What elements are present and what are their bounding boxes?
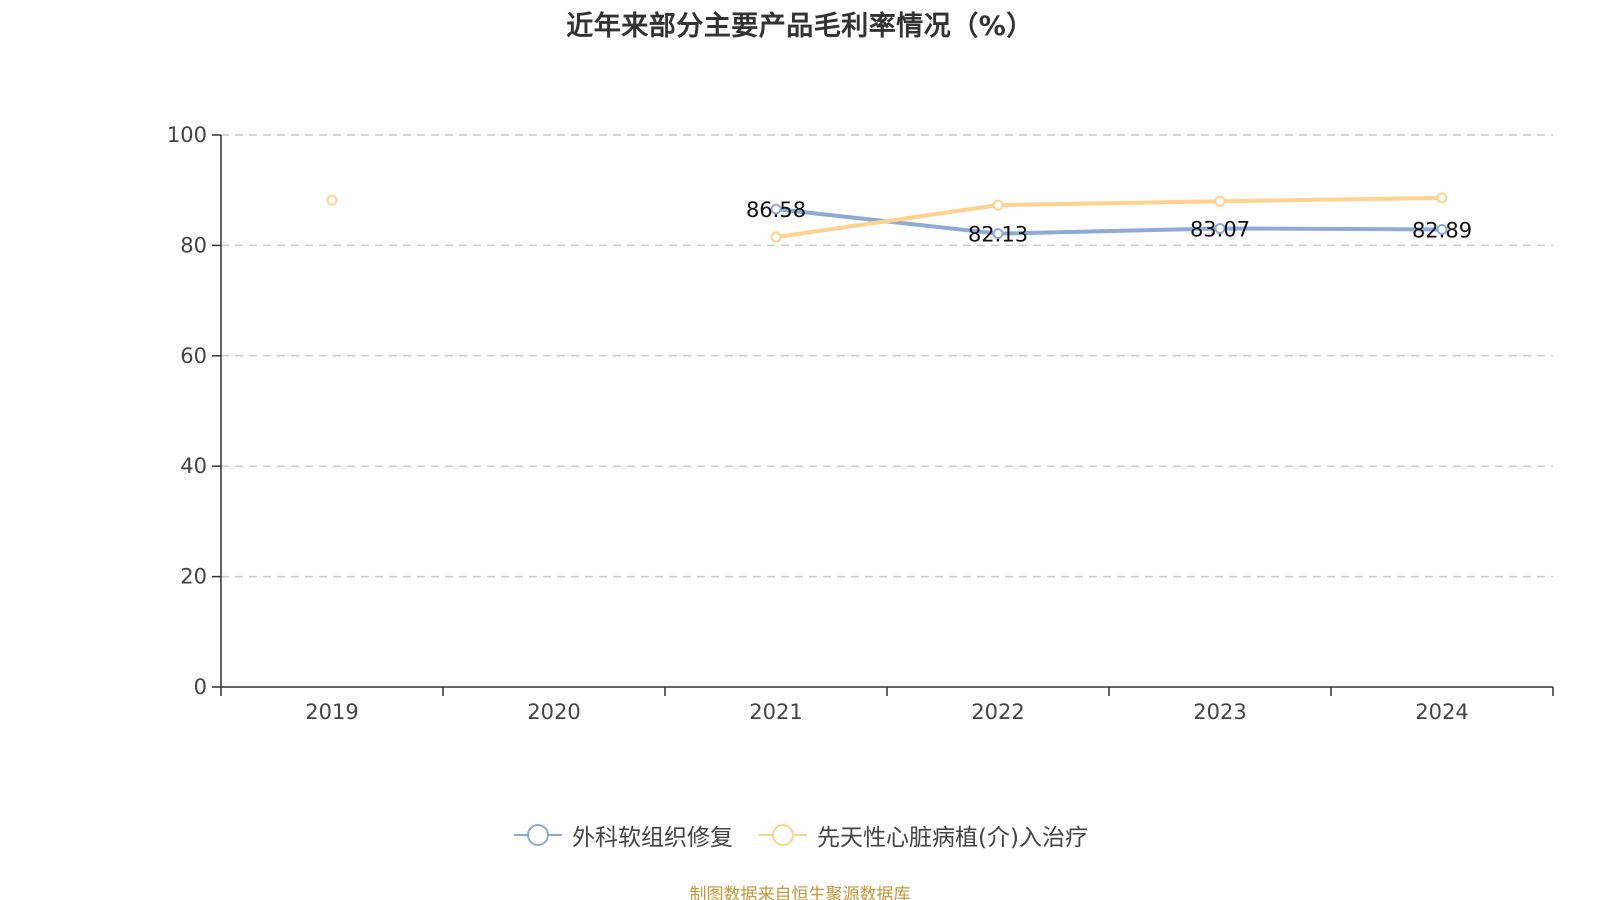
x-tick-label: 2022 bbox=[971, 700, 1024, 724]
series-line-2 bbox=[774, 195, 1444, 240]
data-point-series-2[interactable] bbox=[326, 194, 338, 206]
data-point-series-1[interactable] bbox=[1436, 223, 1448, 235]
legend-label-series-2: 先天性心脏病植(介)入治疗 bbox=[817, 825, 1088, 851]
data-point-series-1[interactable] bbox=[1214, 222, 1226, 234]
x-tick-label: 2019 bbox=[305, 700, 358, 724]
legend-circle-icon bbox=[514, 824, 563, 846]
data-point-series-1[interactable] bbox=[770, 203, 782, 215]
grid-lines bbox=[221, 134, 1553, 578]
legend: 外科软组织修复 先天性心脏病植(介)入治疗 bbox=[0, 818, 1600, 852]
data-label-series-1: 86.58 bbox=[746, 198, 806, 222]
legend-label-series-1: 外科软组织修复 bbox=[572, 825, 734, 851]
y-tick-label: 60 bbox=[180, 344, 207, 368]
data-point-series-2[interactable] bbox=[770, 231, 782, 243]
source-note: 制图数据来自恒生聚源数据库 bbox=[689, 885, 911, 900]
x-tick-label: 2020 bbox=[527, 700, 580, 724]
y-tick-label: 40 bbox=[180, 454, 207, 478]
data-label-series-1: 83.07 bbox=[1190, 217, 1250, 241]
data-point-series-2[interactable] bbox=[992, 199, 1004, 211]
data-label-series-1: 82.13 bbox=[968, 223, 1028, 247]
x-tick-label: 2021 bbox=[749, 700, 802, 724]
legend-circle-icon bbox=[759, 824, 808, 846]
series-lines bbox=[326, 192, 1448, 243]
data-point-series-1[interactable] bbox=[992, 228, 1004, 240]
x-tick-label: 2024 bbox=[1415, 700, 1468, 724]
y-tick-label: 0 bbox=[194, 675, 207, 699]
y-tick-label: 80 bbox=[180, 233, 207, 257]
data-point-series-2[interactable] bbox=[1436, 192, 1448, 204]
x-tick-label: 2023 bbox=[1193, 700, 1246, 724]
data-labels: 86.58 82.13 83.07 82.89 bbox=[746, 198, 1472, 247]
y-tick-label: 100 bbox=[167, 123, 207, 147]
legend-item-series-1[interactable]: 外科软组织修复 bbox=[512, 818, 733, 852]
data-label-series-1: 82.89 bbox=[1412, 218, 1472, 242]
legend-item-series-2[interactable]: 先天性心脏病植(介)入治疗 bbox=[757, 818, 1088, 852]
y-tick-label: 20 bbox=[180, 565, 207, 589]
axes: 0 20 40 60 80 100 2019 2020 2021 2022 2023 2024 bbox=[167, 123, 1554, 724]
chart-title: 近年来部分主要产品毛利率情况（%） bbox=[566, 11, 1034, 42]
data-point-series-2[interactable] bbox=[1214, 195, 1226, 207]
